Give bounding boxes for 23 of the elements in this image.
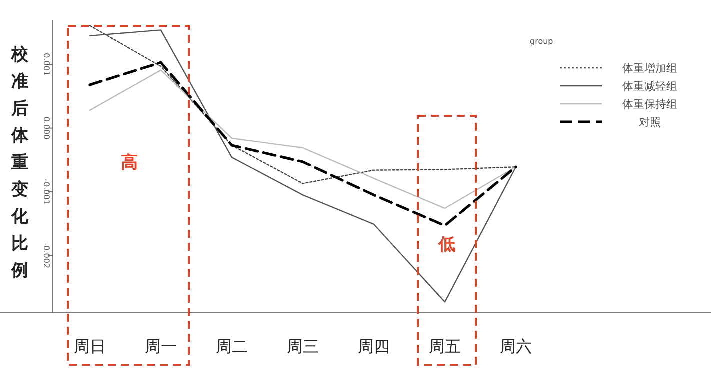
x-tick-label: 周日 [74,337,106,356]
x-tick-label: 周四 [358,337,390,356]
legend-label: 体重保持组 [622,98,678,111]
line-series [89,30,517,303]
x-tick-label: 周三 [287,337,319,356]
x-tick-label: 周五 [429,337,461,356]
y-tick-label: 0.000 [42,116,51,140]
y-tick-label: -0.002 [42,242,51,269]
line-series [89,25,517,184]
x-tick-label: 周一 [145,337,177,356]
y-tick-label: -0.001 [42,179,51,205]
x-tick-label: 周六 [500,337,532,356]
text: 校准后体重变化比例 [12,45,28,281]
line-series [89,70,517,210]
annotation: 高 [121,153,138,173]
line-series [88,61,518,228]
legend-title: group [530,37,554,46]
legend-label: 体重减轻组 [622,80,678,93]
x-tick-label: 周二 [216,337,248,356]
annotation: 低 [438,235,456,255]
legend-label: 体重增加组 [622,62,678,75]
y-tick-label: 0.001 [42,53,51,76]
text: 对照 [639,116,661,129]
